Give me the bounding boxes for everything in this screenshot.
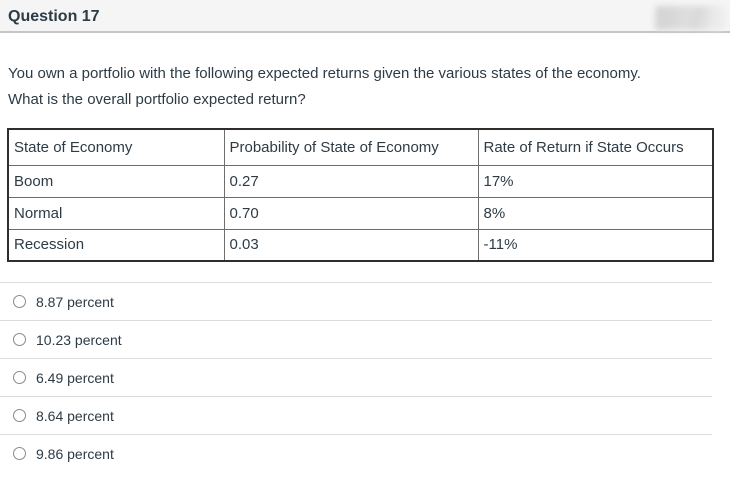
answer-option-4[interactable]: 8.64 percent	[0, 396, 712, 434]
table-header-rate: Rate of Return if State Occurs	[477, 128, 714, 166]
table-cell-state: Normal	[7, 196, 225, 230]
answer-option-label: 10.23 percent	[36, 331, 122, 348]
table-header-state: State of Economy	[7, 128, 225, 166]
table-header-probability: Probability of State of Economy	[223, 128, 479, 166]
answer-option-label: 6.49 percent	[36, 369, 114, 386]
answer-option-label: 9.86 percent	[36, 445, 114, 462]
answer-option-label: 8.64 percent	[36, 407, 114, 424]
radio-button-icon[interactable]	[13, 409, 26, 422]
points-value-redacted	[655, 6, 725, 30]
table-header-row: State of Economy Probability of State of…	[7, 128, 714, 166]
answer-option-3[interactable]: 6.49 percent	[0, 358, 712, 396]
answer-options: 8.87 percent 10.23 percent 6.49 percent …	[0, 282, 712, 472]
table-row: Normal 0.70 8%	[7, 196, 714, 230]
question-text: You own a portfolio with the following e…	[8, 61, 720, 113]
table-cell-probability: 0.03	[223, 228, 479, 262]
returns-table: State of Economy Probability of State of…	[7, 128, 714, 262]
radio-button-icon[interactable]	[13, 371, 26, 384]
answer-option-1[interactable]: 8.87 percent	[0, 282, 712, 320]
answer-option-label: 8.87 percent	[36, 293, 114, 310]
question-title: Question 17	[8, 8, 100, 25]
table-cell-rate: 8%	[477, 196, 714, 230]
table-cell-probability: 0.70	[223, 196, 479, 230]
radio-button-icon[interactable]	[13, 447, 26, 460]
table-cell-rate: -11%	[477, 228, 714, 262]
question-text-line1: You own a portfolio with the following e…	[8, 65, 641, 82]
question-header: Question 17	[0, 0, 730, 33]
table-row: Boom 0.27 17%	[7, 164, 714, 198]
radio-button-icon[interactable]	[13, 295, 26, 308]
table-cell-state: Boom	[7, 164, 225, 198]
table-cell-state: Recession	[7, 228, 225, 262]
table-row: Recession 0.03 -11%	[7, 228, 714, 262]
table-cell-probability: 0.27	[223, 164, 479, 198]
radio-button-icon[interactable]	[13, 333, 26, 346]
answer-option-5[interactable]: 9.86 percent	[0, 434, 712, 472]
table-cell-rate: 17%	[477, 164, 714, 198]
answer-option-2[interactable]: 10.23 percent	[0, 320, 712, 358]
question-text-line2: What is the overall portfolio expected r…	[8, 91, 306, 108]
